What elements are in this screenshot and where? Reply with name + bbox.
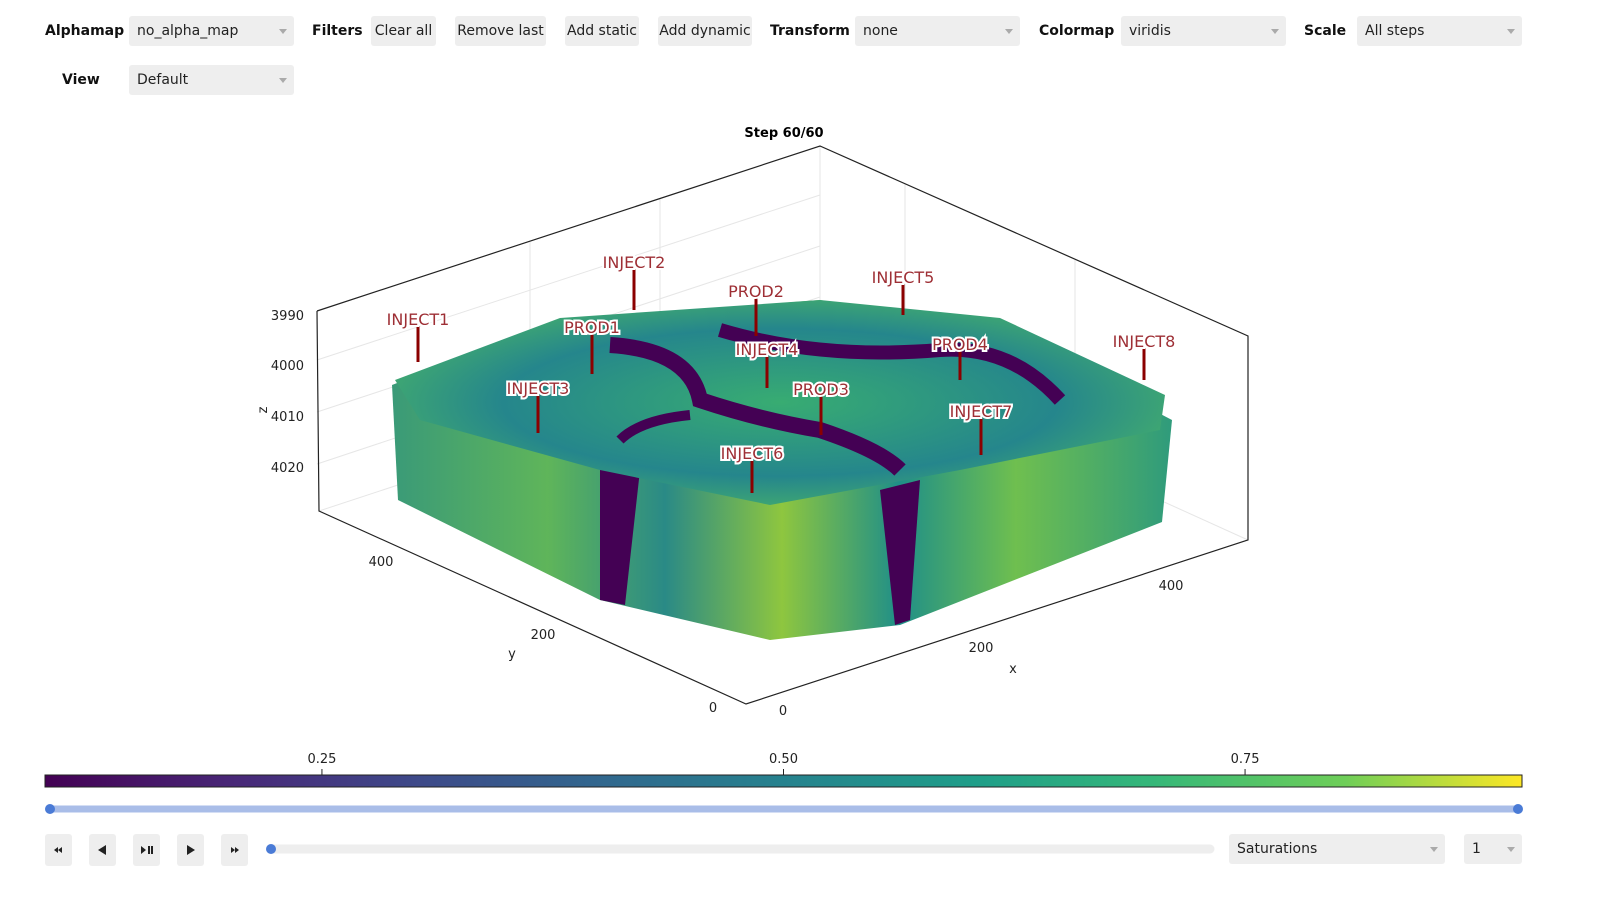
icon bbox=[187, 845, 195, 855]
well-label: PROD1 bbox=[564, 318, 620, 337]
colorbar-tick-label: 0.75 bbox=[1231, 752, 1260, 767]
colormap-label: Colormap bbox=[1039, 23, 1115, 39]
x-axis-label: x bbox=[1009, 662, 1017, 677]
icon bbox=[231, 847, 239, 853]
x-tick-label: 200 bbox=[969, 641, 994, 656]
reservoir bbox=[392, 300, 1172, 640]
axes-box bbox=[316, 145, 1249, 705]
add-static-button[interactable]: Add static bbox=[565, 16, 639, 46]
clear-all-button[interactable]: Clear all bbox=[371, 16, 436, 46]
colorbar-ticks: 0.25 0.50 0.75 bbox=[307, 752, 1260, 775]
y-axis: 400 200 0 y bbox=[369, 555, 718, 716]
z-tick-label: 4010 bbox=[271, 410, 304, 425]
well-label: INJECT4 bbox=[736, 340, 799, 359]
colorbar bbox=[44, 774, 1523, 788]
scale-label: Scale bbox=[1304, 23, 1347, 39]
colorbar-tick-label: 0.50 bbox=[769, 752, 798, 767]
well-label: PROD2 bbox=[728, 282, 784, 301]
wells: INJECT1 INJECT2 PROD2 INJECT5 PROD1 INJECT4 PR… bbox=[385, 251, 1177, 493]
z-tick-label: 4000 bbox=[271, 359, 304, 374]
view-dropdown[interactable]: Default bbox=[129, 65, 294, 95]
first-button[interactable] bbox=[45, 834, 72, 866]
variable-dropdown[interactable]: Saturations bbox=[1229, 834, 1445, 864]
z-tick-label: 3990 bbox=[271, 309, 304, 324]
well-label: INJECT3 bbox=[507, 379, 570, 398]
transform-dropdown[interactable]: none bbox=[855, 16, 1020, 46]
view-label: View bbox=[62, 72, 100, 88]
step-dropdown[interactable]: 1 bbox=[1464, 834, 1522, 864]
well-label: INJECT8 bbox=[1113, 332, 1176, 351]
well-label: PROD3 bbox=[793, 380, 849, 399]
z-axis: 3990 4000 4010 4020 z bbox=[256, 309, 304, 476]
last-button[interactable] bbox=[221, 834, 248, 866]
well-label: INJECT2 bbox=[603, 253, 666, 272]
well-label: INJECT1 bbox=[387, 310, 450, 329]
play-button[interactable] bbox=[177, 834, 204, 866]
add-dynamic-button[interactable]: Add dynamic bbox=[658, 16, 752, 46]
range-handle[interactable] bbox=[1513, 804, 1523, 814]
range-handle[interactable] bbox=[45, 804, 55, 814]
colorbar-tick-label: 0.25 bbox=[307, 752, 336, 767]
plot-title: Step 60/60 bbox=[744, 126, 823, 141]
y-tick-label: 400 bbox=[369, 555, 394, 570]
scale-dropdown[interactable]: All steps bbox=[1357, 16, 1522, 46]
y-axis-label: y bbox=[508, 647, 516, 662]
z-tick-label: 4020 bbox=[271, 461, 304, 476]
step-handle[interactable] bbox=[266, 844, 276, 854]
filters-label: Filters bbox=[312, 23, 363, 39]
back-button[interactable] bbox=[89, 834, 116, 866]
well-label: INJECT6 bbox=[721, 444, 784, 463]
alphamap-dropdown[interactable]: no_alpha_map bbox=[129, 16, 294, 46]
icon bbox=[141, 846, 153, 854]
y-tick-label: 0 bbox=[709, 701, 717, 716]
x-tick-label: 400 bbox=[1159, 579, 1184, 594]
icon bbox=[98, 845, 106, 855]
x-tick-label: 0 bbox=[779, 704, 787, 719]
icon bbox=[54, 847, 62, 853]
remove-last-button[interactable]: Remove last bbox=[455, 16, 546, 46]
y-tick-label: 200 bbox=[531, 628, 556, 643]
x-axis: 0 200 400 x bbox=[779, 579, 1184, 719]
colormap-dropdown[interactable]: viridis bbox=[1121, 16, 1286, 46]
transform-label: Transform bbox=[770, 23, 850, 39]
z-axis-label: z bbox=[256, 406, 271, 413]
alphamap-label: Alphamap bbox=[45, 23, 125, 39]
pause-button[interactable] bbox=[133, 834, 160, 866]
well-label: PROD4 bbox=[932, 335, 988, 354]
well-label: INJECT5 bbox=[872, 268, 935, 287]
well-label: INJECT7 bbox=[950, 402, 1013, 421]
